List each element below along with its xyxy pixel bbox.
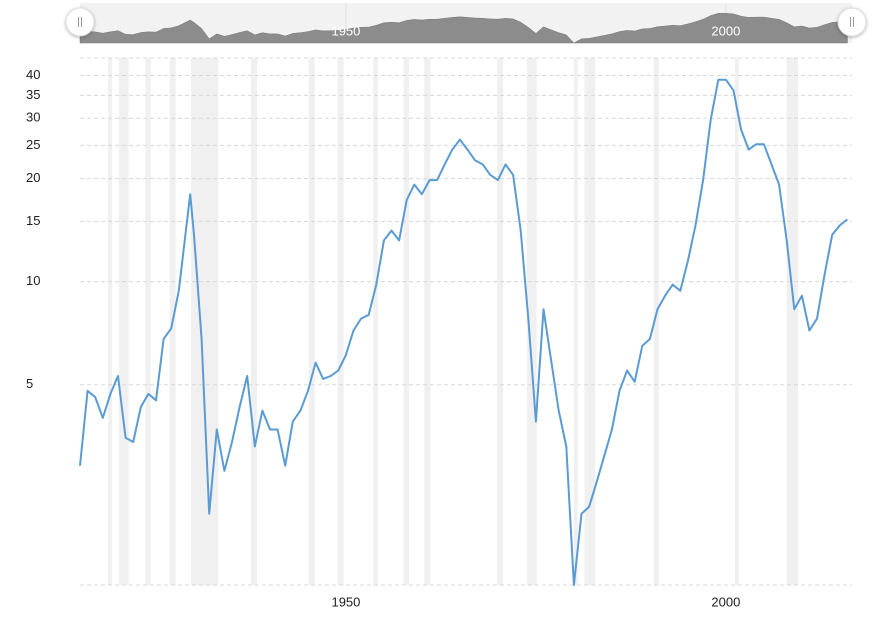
shaded-range bbox=[118, 58, 129, 585]
navigator-handle-right[interactable] bbox=[837, 7, 867, 37]
shaded-range bbox=[424, 58, 431, 585]
shaded-range bbox=[734, 58, 739, 585]
y-tick-label: 40 bbox=[26, 67, 40, 82]
navigator-tick-label: 2000 bbox=[711, 23, 740, 38]
shaded-ranges bbox=[108, 58, 799, 585]
y-tick-label: 20 bbox=[26, 170, 40, 185]
shaded-range bbox=[526, 58, 537, 585]
navigator-handle-left[interactable] bbox=[65, 7, 95, 37]
y-tick-label: 30 bbox=[26, 110, 40, 125]
series-line bbox=[79, 78, 849, 586]
navigator-handles[interactable] bbox=[65, 7, 867, 37]
shaded-range bbox=[653, 58, 659, 585]
navigator: 1950 2000 bbox=[79, 3, 848, 44]
shaded-range bbox=[250, 58, 258, 585]
y-tick-label: 5 bbox=[26, 376, 33, 391]
navigator-tick-label: 1950 bbox=[331, 23, 360, 38]
shaded-range bbox=[786, 58, 799, 585]
plot bbox=[79, 78, 849, 586]
shaded-range bbox=[497, 58, 504, 585]
y-tick-label: 10 bbox=[26, 273, 40, 288]
shaded-range bbox=[145, 58, 151, 585]
shaded-range bbox=[308, 58, 315, 585]
shaded-range bbox=[337, 58, 344, 585]
shaded-range bbox=[190, 58, 219, 585]
shaded-range bbox=[573, 58, 578, 585]
y-tick-label: 25 bbox=[26, 137, 40, 152]
y-tick-label: 35 bbox=[26, 87, 40, 102]
shaded-range bbox=[373, 58, 378, 585]
shaded-range bbox=[403, 58, 410, 585]
grid: 5 10 15 20 25 30 35 40 1950 2000 bbox=[26, 57, 852, 609]
y-tick-label: 15 bbox=[26, 213, 40, 228]
shaded-range bbox=[584, 58, 596, 585]
shaded-range bbox=[108, 58, 112, 585]
navigator-area bbox=[79, 13, 848, 44]
x-tick-label: 1950 bbox=[331, 594, 360, 609]
x-tick-label: 2000 bbox=[711, 594, 740, 609]
